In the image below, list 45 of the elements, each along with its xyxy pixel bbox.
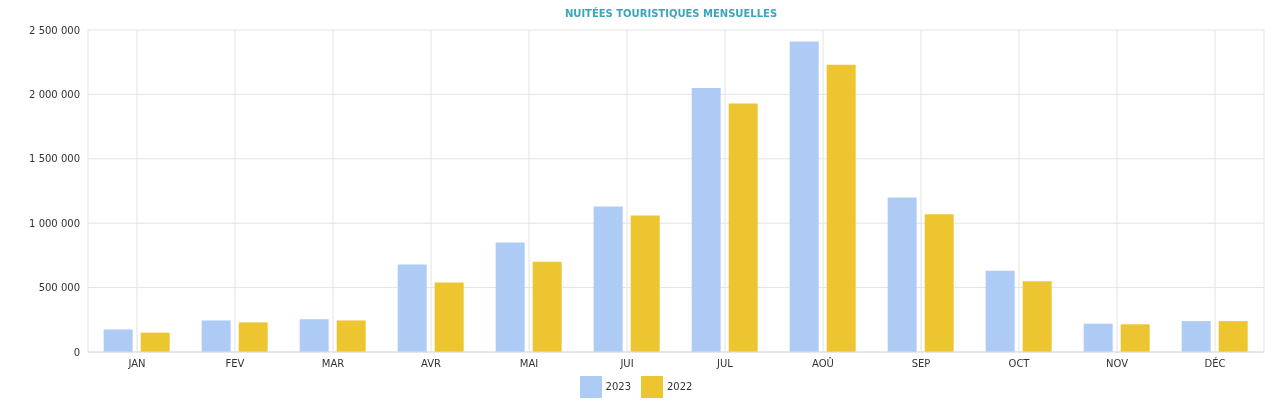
y-tick-label: 2 000 000 [29,88,80,100]
bar [201,320,231,352]
x-tick-label: AVR [421,358,442,370]
bar [887,197,917,352]
bar [985,270,1015,352]
bar [434,282,464,352]
legend-label: 2023 [605,381,631,392]
bar [691,87,721,352]
x-tick-label: JAN [127,358,146,370]
chart-title: NUITÉES TOURISTIQUES MENSUELLES [563,8,779,21]
y-tick-label: 500 000 [38,282,80,294]
x-tick-label: OCT [1008,358,1031,370]
legend-label: 2022 [667,381,693,392]
bar [103,329,133,352]
bar [1083,323,1113,352]
bar [728,103,758,352]
y-tick-label: 1 000 000 [29,217,80,229]
x-tick-label: SEP [911,358,931,370]
bar [495,242,525,352]
bar [1218,321,1248,352]
x-tick-label: JUL [716,358,734,370]
x-tick-label: JUI [619,358,634,370]
bar [140,332,170,352]
bar [1181,321,1211,352]
x-tick-label: MAR [321,358,345,370]
y-tick-label: 0 [73,346,80,358]
bar [238,322,268,352]
x-tick-label: FEV [225,358,245,370]
bar [532,261,562,352]
x-tick-label: DÉC [1204,357,1226,370]
bar [397,264,427,352]
bar [789,41,819,352]
bar [826,64,856,352]
x-tick-label: NOV [1105,358,1129,370]
x-tick-label: AOÛ [812,357,834,370]
bar [593,206,623,352]
bar [1022,281,1052,352]
bar [299,319,329,352]
x-tick-label: MAI [519,358,539,370]
bar [336,320,366,352]
bar [1120,324,1150,352]
y-tick-label: 1 500 000 [29,153,80,165]
bar [630,215,660,352]
y-tick-label: 2 500 000 [29,24,80,36]
bar [924,214,954,352]
